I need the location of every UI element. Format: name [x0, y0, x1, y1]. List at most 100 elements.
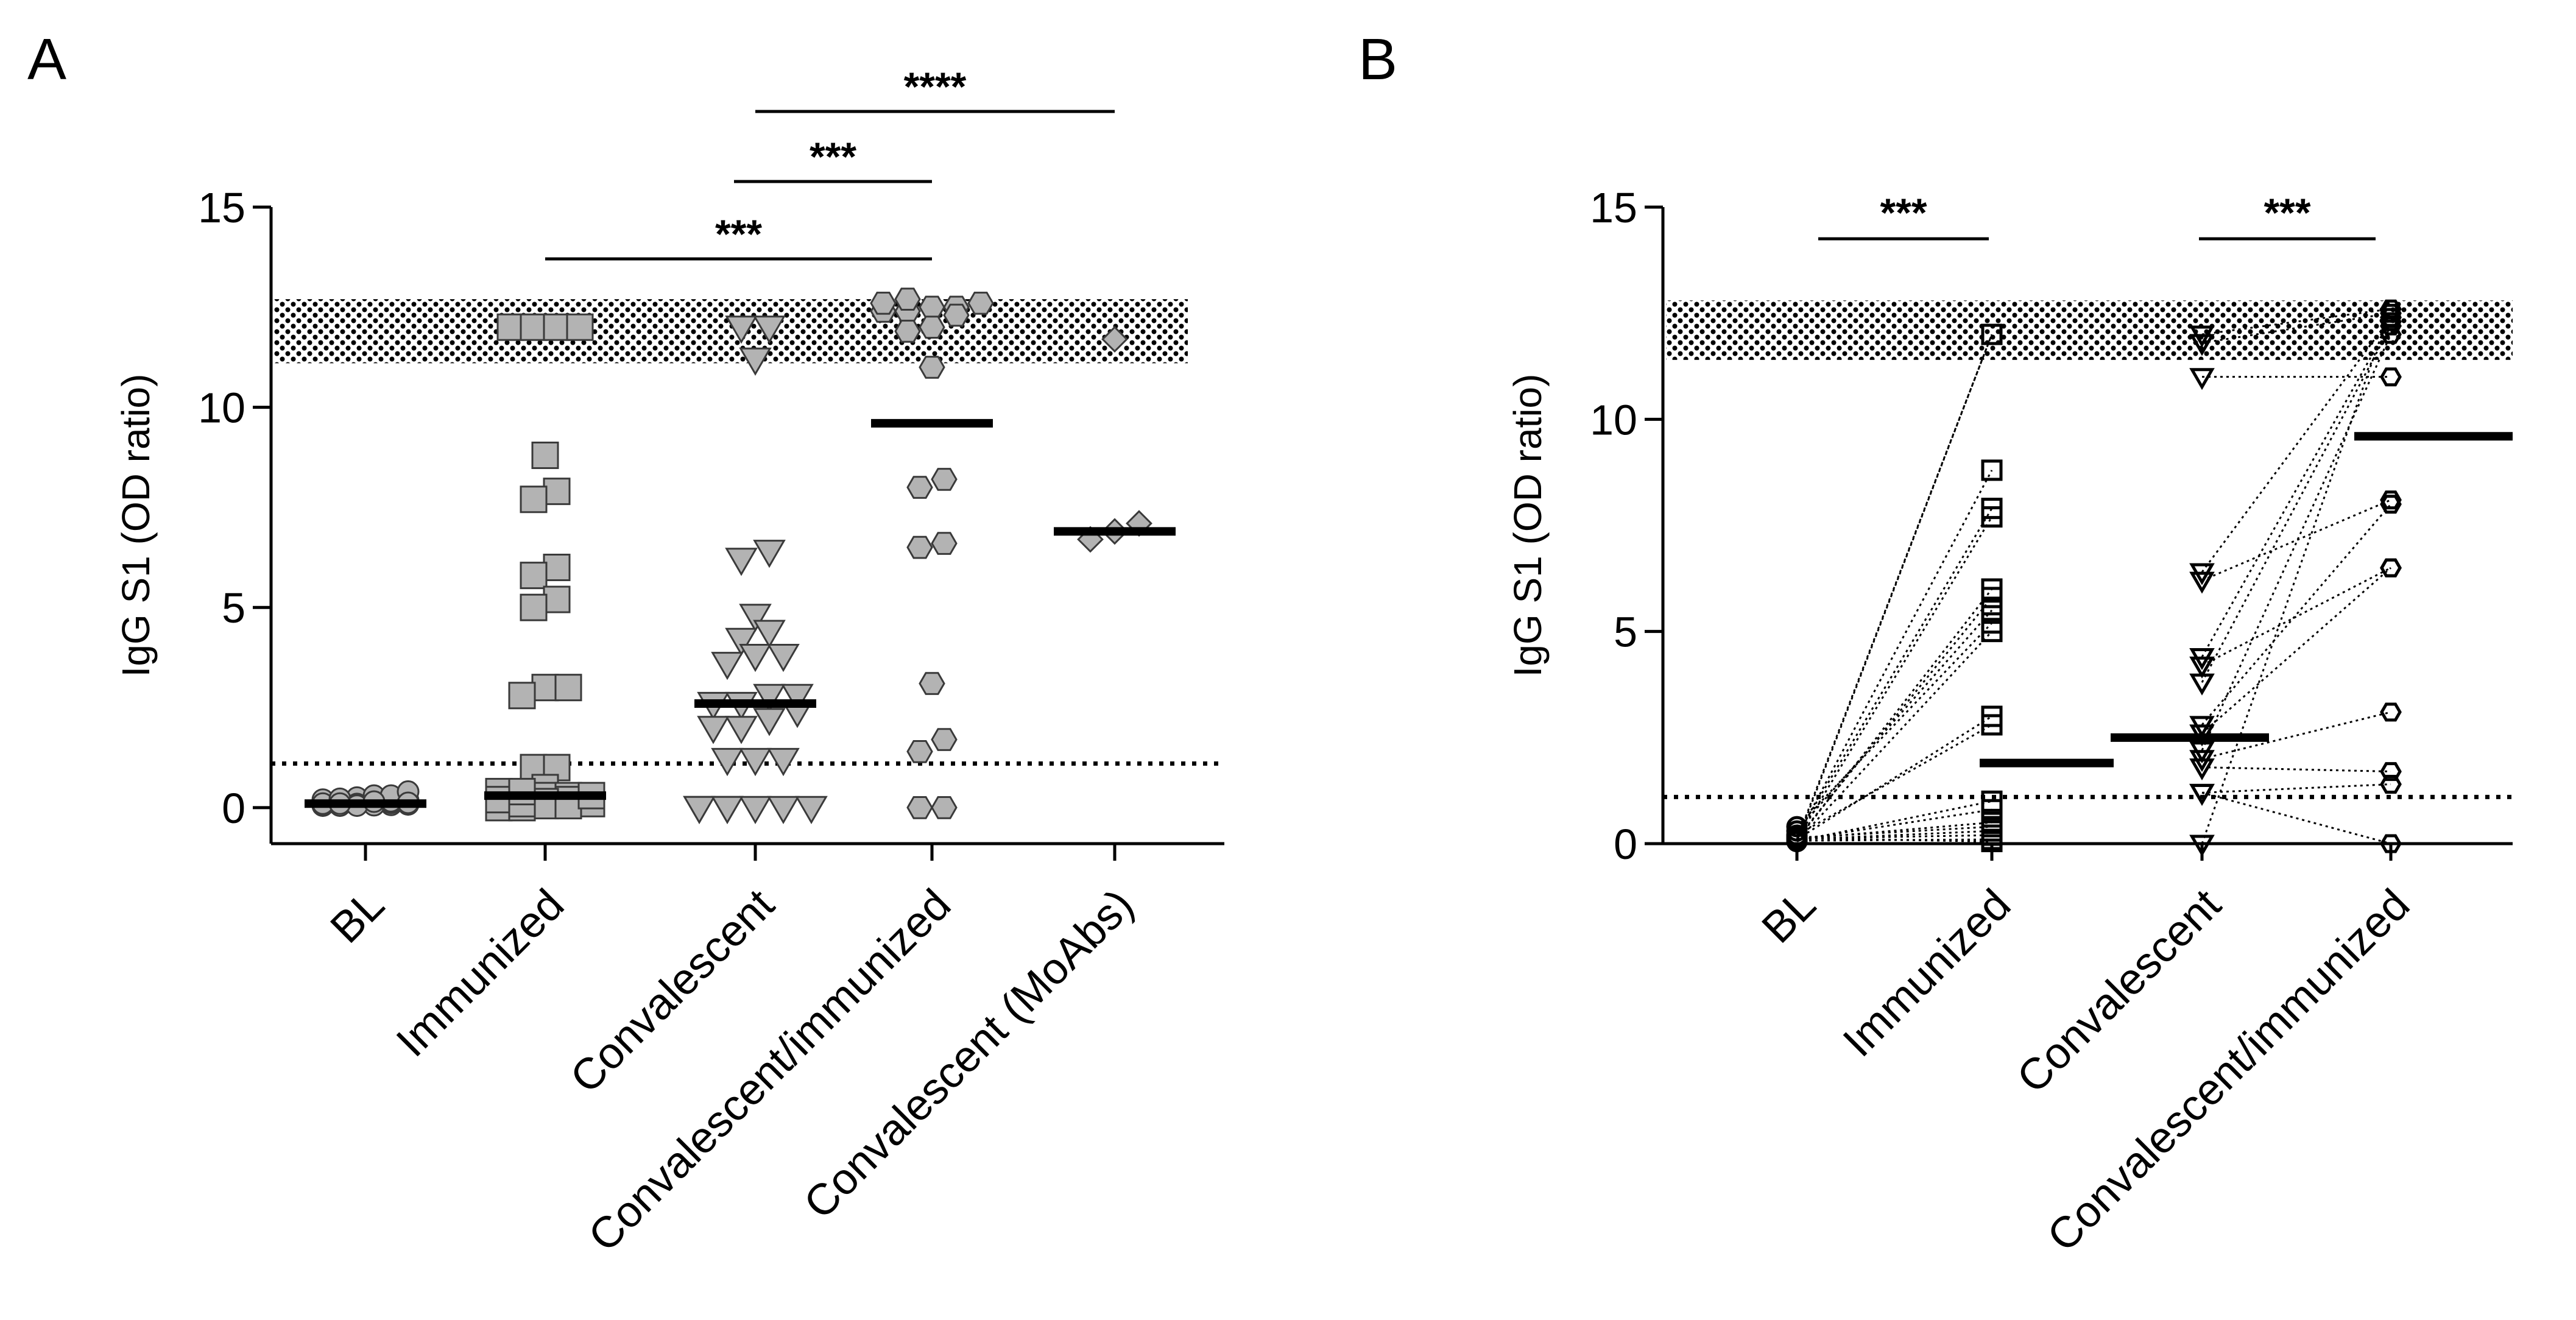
data-point	[2380, 312, 2402, 331]
data-point	[739, 747, 772, 777]
data-point	[543, 478, 571, 506]
significance-label: ***	[2264, 190, 2310, 235]
data-point	[1981, 323, 2003, 345]
data-point	[531, 674, 559, 702]
y-axis-label: IgG S1 (OD ratio)	[114, 374, 158, 677]
data-point	[2380, 367, 2402, 387]
data-point	[1981, 714, 2003, 736]
category-label: Convalescent (MoAbs)	[795, 880, 1143, 1229]
significance-label: ****	[904, 64, 967, 109]
paired-line	[1796, 715, 1992, 841]
paired-line	[2201, 308, 2391, 336]
y-tick-label: 0	[1614, 821, 1637, 868]
data-point	[697, 716, 730, 744]
data-point	[683, 796, 716, 824]
data-point	[739, 604, 772, 632]
data-point	[725, 548, 758, 576]
data-point	[2380, 303, 2402, 323]
data-point	[931, 468, 958, 491]
paired-line	[2201, 325, 2392, 683]
data-point	[931, 728, 958, 751]
data-point	[2380, 325, 2402, 344]
category-label: Immunized	[387, 880, 574, 1067]
paired-line	[2201, 567, 2391, 734]
data-point	[725, 316, 758, 344]
y-tick-label: 5	[222, 584, 245, 632]
panel-b-label: B	[1358, 27, 1397, 92]
data-point	[2380, 702, 2402, 722]
data-point	[520, 593, 548, 621]
y-tick-label: 15	[1590, 184, 1637, 231]
paired-line	[1796, 800, 1992, 842]
data-point	[781, 683, 814, 712]
data-point	[739, 796, 772, 824]
data-point	[2380, 775, 2402, 794]
paired-line	[1796, 588, 1993, 841]
data-point	[711, 747, 744, 777]
data-point	[919, 672, 945, 695]
data-point	[919, 295, 945, 319]
data-point	[2189, 783, 2215, 806]
paired-line	[1796, 609, 1993, 832]
paired-line	[1796, 837, 1992, 843]
data-point	[767, 796, 800, 824]
data-point	[931, 532, 958, 555]
y-tick-label: 15	[198, 184, 245, 231]
category-label: BL	[321, 880, 393, 953]
paired-line	[2201, 334, 2392, 751]
paired-line	[2201, 317, 2392, 573]
data-point	[1981, 599, 2003, 621]
data-point	[2380, 495, 2402, 514]
data-point	[531, 441, 559, 469]
paired-line	[2201, 766, 2391, 773]
data-point	[2189, 758, 2215, 781]
data-point	[767, 747, 800, 777]
data-point	[711, 652, 744, 680]
data-point	[1981, 831, 2003, 853]
data-point	[753, 683, 786, 712]
y-axis-label: IgG S1 (OD ratio)	[1506, 374, 1550, 677]
data-point	[906, 740, 933, 763]
category-label: Immunized	[1834, 880, 2020, 1067]
data-point	[1981, 621, 2003, 643]
category-label: Convalescent/immunized	[579, 880, 960, 1261]
data-point	[2380, 316, 2402, 336]
data-point	[767, 644, 800, 672]
data-point	[919, 316, 945, 339]
data-point	[543, 554, 571, 582]
y-tick-label: 5	[1614, 609, 1637, 656]
paired-line	[1796, 507, 1993, 836]
paired-line	[1796, 622, 1993, 828]
data-point	[2189, 835, 2215, 857]
paired-line	[1796, 334, 1993, 840]
data-point	[1786, 816, 1808, 838]
paired-line	[1796, 596, 1993, 839]
data-point	[943, 303, 970, 327]
paired-line	[1796, 825, 1992, 839]
paired-line	[2201, 499, 2391, 582]
y-tick-label: 0	[222, 785, 245, 832]
data-point	[2189, 334, 2215, 356]
data-point	[496, 313, 524, 341]
category-label: Convalescent/immunized	[2038, 880, 2419, 1261]
paired-line	[2201, 312, 2391, 344]
data-point	[795, 796, 828, 824]
data-point	[931, 796, 958, 819]
data-point	[2189, 673, 2215, 696]
paired-line	[1796, 630, 1993, 842]
panel-b: B 0 5 10 15 IgG S1 (OD ratio) BL ImmunizedConva…	[1358, 27, 2513, 1261]
category-label: BL	[1752, 880, 1825, 953]
data-point	[894, 319, 921, 343]
paired-line	[2201, 783, 2391, 794]
data-point	[1981, 506, 2003, 528]
data-point	[543, 313, 571, 341]
data-point	[739, 644, 772, 672]
y-tick-label: 10	[198, 384, 245, 432]
data-point	[1981, 587, 2003, 609]
data-point	[2380, 558, 2402, 577]
paired-line	[1796, 724, 1992, 836]
paired-line	[2201, 791, 2391, 845]
data-point	[554, 674, 582, 702]
paired-line	[1796, 516, 1993, 840]
